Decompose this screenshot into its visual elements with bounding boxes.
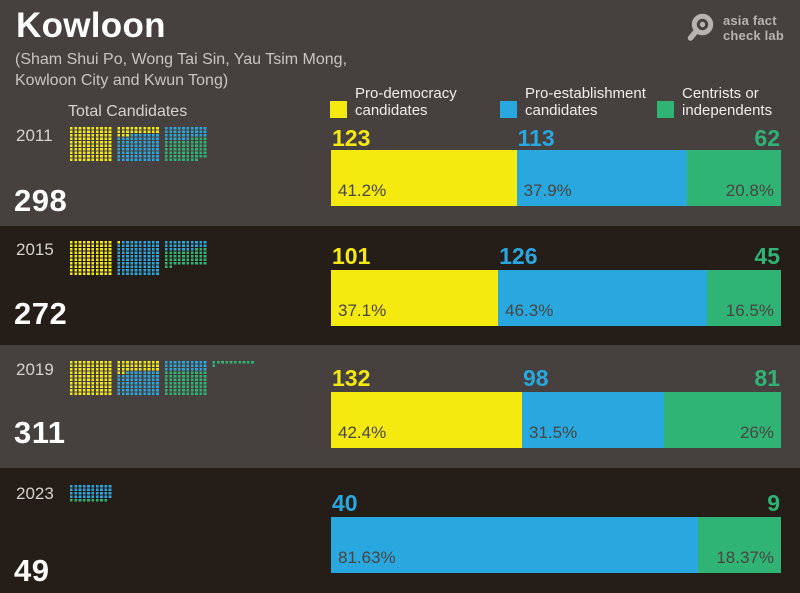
legend-item-centrists-independents: Centrists or independents xyxy=(657,85,772,119)
brand-name: asia fact check lab xyxy=(723,13,784,43)
segment-pct-label: 41.2% xyxy=(338,181,387,200)
segment-pct-label: 37.9% xyxy=(523,181,572,200)
bar-segment-centrists-independents xyxy=(706,270,781,326)
year-label: 2023 xyxy=(16,484,54,503)
total-candidates-value: 272 xyxy=(14,296,68,331)
bar-segment-centrists-independents xyxy=(687,150,781,206)
year-row-2023: 2023 49 40 9 81.63% 18.37% xyxy=(0,484,800,593)
segment-count-label: 62 xyxy=(754,125,780,151)
page-title: Kowloon xyxy=(16,6,166,45)
total-candidates-value: 298 xyxy=(14,183,68,218)
segment-count-label: 45 xyxy=(754,243,780,269)
year-label: 2011 xyxy=(16,126,53,145)
waffle-chart xyxy=(70,127,207,161)
bar-segment-pro-establishment xyxy=(498,270,707,326)
year-row-2019: 2019 311 132 98 81 42.4% 31.5% 26% xyxy=(0,360,800,480)
legend-label-line: candidates xyxy=(525,102,598,119)
legend-item-pro-establishment: Pro-establishment candidates xyxy=(500,85,646,119)
stacked-bar: 37.1% 46.3% 16.5% xyxy=(331,270,781,326)
subtitle-line-1: (Sham Shui Po, Wong Tai Sin, Yau Tsim Mo… xyxy=(15,51,348,68)
subtitle-line-2: Kowloon City and Kwun Tong) xyxy=(15,72,229,89)
stacked-bar: 81.63% 18.37% xyxy=(331,517,781,573)
segment-count-label: 123 xyxy=(332,125,371,151)
segment-pct-label: 42.4% xyxy=(338,423,387,442)
stacked-bar-group: 132 98 81 42.4% 31.5% 26% xyxy=(331,365,781,448)
bar-segment-pro-democracy xyxy=(331,150,517,206)
total-candidates-value: 311 xyxy=(14,415,66,450)
segment-count-label: 113 xyxy=(517,125,555,151)
stacked-bar: 42.4% 31.5% 26% xyxy=(331,392,781,448)
bar-segment-pro-democracy xyxy=(331,392,522,448)
bar-segment-pro-democracy xyxy=(331,270,499,326)
waffle-column-title: Total Candidates xyxy=(68,103,188,120)
segment-pct-label: 18.37% xyxy=(716,548,774,567)
segment-pct-label: 20.8% xyxy=(725,181,774,200)
brand-logo: asia fact check lab xyxy=(686,12,784,44)
stacked-bar-group: 40 9 81.63% 18.37% xyxy=(331,490,781,573)
legend-label-pro-democracy: Pro-democracy candidates xyxy=(355,85,457,119)
segment-pct-label: 16.5% xyxy=(725,301,774,320)
segment-count-label: 40 xyxy=(332,490,358,516)
waffle-chart xyxy=(70,241,207,275)
bar-segment-pro-establishment xyxy=(331,517,699,573)
page-subtitle: (Sham Shui Po, Wong Tai Sin, Yau Tsim Mo… xyxy=(15,49,347,91)
waffle-chart xyxy=(70,485,112,502)
legend-swatch-pro-democracy xyxy=(330,101,347,118)
legend-label-line: Pro-establishment xyxy=(525,85,646,102)
legend-swatch-centrists-independents xyxy=(657,101,674,118)
legend-item-pro-democracy: Pro-democracy candidates xyxy=(330,85,457,119)
bar-count-labels: 101 126 45 xyxy=(331,243,781,270)
legend-label-line: independents xyxy=(682,102,773,119)
brand-name-line-1: asia fact xyxy=(722,13,777,28)
bar-count-labels: 123 113 62 xyxy=(331,125,781,151)
stacked-bar-group: 101 126 45 37.1% 46.3% 16.5% xyxy=(331,243,781,326)
segment-count-label: 132 xyxy=(332,365,371,391)
brand-name-line-2: check lab xyxy=(722,28,784,43)
legend-label-pro-establishment: Pro-establishment candidates xyxy=(525,85,646,119)
segment-count-label: 98 xyxy=(522,365,549,391)
segment-count-label: 101 xyxy=(332,243,371,269)
stacked-bar: 41.2% 37.9% 20.8% xyxy=(331,150,781,206)
segment-pct-label: 46.3% xyxy=(505,301,554,320)
year-label: 2019 xyxy=(16,360,54,379)
legend-label-line: Centrists or xyxy=(682,85,759,102)
legend-label-line: Pro-democracy xyxy=(355,85,457,102)
segment-count-label: 126 xyxy=(499,243,538,269)
segment-pct-label: 37.1% xyxy=(338,301,387,320)
segment-pct-label: 81.63% xyxy=(338,548,396,567)
bar-segment-centrists-independents xyxy=(663,392,781,448)
bar-segment-pro-establishment xyxy=(516,150,688,206)
legend-label-centrists-independents: Centrists or independents xyxy=(682,85,772,119)
segment-pct-label: 26% xyxy=(739,423,774,442)
total-candidates-value: 49 xyxy=(14,553,50,588)
magnifier-icon xyxy=(687,13,714,41)
segment-count-label: 81 xyxy=(754,365,780,391)
segment-count-label: 9 xyxy=(767,490,780,516)
year-row-2011: 2011 298 123 113 62 41.2% 37.9% 20.8% xyxy=(0,126,800,246)
year-label: 2015 xyxy=(16,240,54,259)
bar-count-labels: 132 98 81 xyxy=(331,365,781,392)
bar-segment-pro-establishment xyxy=(521,392,664,448)
segment-pct-label: 31.5% xyxy=(528,423,578,442)
bar-count-labels: 40 9 xyxy=(331,490,781,517)
year-row-2015: 2015 272 101 126 45 37.1% 46.3% 16.5% xyxy=(0,240,800,360)
legend-label-line: candidates xyxy=(355,102,428,119)
bar-segment-centrists-independents xyxy=(698,517,781,573)
legend-swatch-pro-establishment xyxy=(500,101,517,118)
waffle-chart xyxy=(70,361,254,395)
stacked-bar-group: 123 113 62 41.2% 37.9% 20.8% xyxy=(331,125,781,206)
